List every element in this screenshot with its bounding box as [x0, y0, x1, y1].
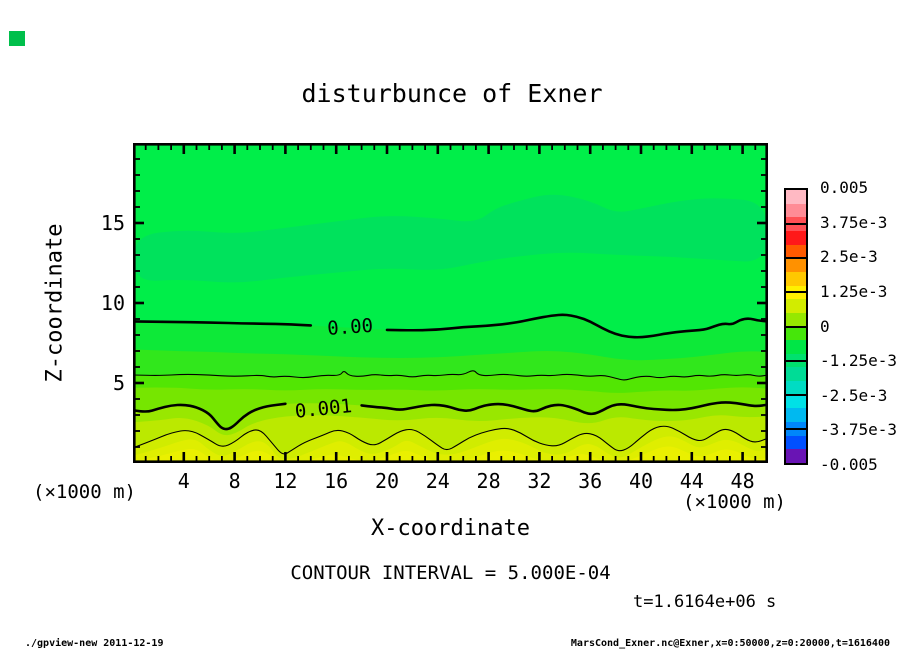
x-axis-title: X-coordinate — [371, 516, 530, 541]
colorbar-label: 0.005 — [820, 178, 869, 197]
colorbar-divider — [786, 427, 806, 430]
contour-line — [132, 425, 769, 455]
plot-border — [132, 142, 769, 463]
x-tick-label: 20 — [374, 469, 400, 493]
plot-title: disturbunce of Exner — [301, 79, 603, 108]
colorbar-label: -3.75e-3 — [820, 420, 898, 440]
contour-line — [132, 370, 769, 381]
colorbar-label: -1.25e-3 — [820, 351, 898, 371]
colorbar-label: -2.5e-3 — [820, 385, 888, 405]
y-axis-unit-label: (×1000 m) — [33, 481, 136, 503]
x-tick-label: 8 — [228, 469, 241, 493]
colorbar-label: -0.005 — [820, 455, 878, 474]
colorbar-band — [786, 312, 806, 327]
contour-line — [360, 401, 770, 416]
colorbar-label: 3.75e-3 — [820, 212, 888, 232]
x-axis-unit-label: (×1000 m) — [683, 491, 786, 513]
corner-color-marker — [9, 31, 25, 46]
contour-label: 0.00 — [327, 315, 374, 340]
x-tick-label: 24 — [425, 469, 450, 493]
footer-command-text: ./gpview-new 2011-12-19 — [25, 638, 164, 649]
plot-area: Z-coordinate 0.00 0.001 — [43, 142, 770, 463]
x-tick-label: 4 — [177, 469, 190, 493]
time-annotation: t=1.6164e+06 s — [633, 592, 777, 612]
colorbar-band — [786, 203, 806, 218]
y-tick-label: 5 — [112, 371, 125, 395]
colorbar-divider — [786, 325, 806, 328]
colorbar-band — [786, 435, 806, 450]
x-tick-label: 40 — [628, 469, 654, 493]
footer-source-text: MarsCond_Exner.nc@Exner,x=0:50000,z=0:20… — [570, 638, 890, 649]
colorbar — [784, 188, 808, 465]
colorbar-band — [786, 449, 806, 464]
colorbar-band — [786, 244, 806, 259]
contour-plot: 0.000.001 — [131, 142, 770, 463]
colorbar-band — [786, 190, 806, 205]
colorbar-band — [786, 230, 806, 246]
colorbar-label: 0 — [820, 316, 830, 336]
contour-line — [131, 402, 287, 431]
fill-band — [133, 426, 768, 463]
contour-line — [385, 313, 770, 339]
x-tick-label: 36 — [578, 469, 603, 493]
colorbar-band — [786, 381, 806, 396]
colorbar-band — [786, 408, 806, 423]
x-tick-label: 44 — [679, 469, 704, 493]
colorbar-label: 1.25e-3 — [820, 281, 888, 301]
colorbar-band — [786, 271, 806, 287]
colorbar-label: 2.5e-3 — [820, 247, 878, 267]
colorbar-divider — [786, 223, 806, 226]
y-axis-title: Z-coordinate — [42, 223, 68, 383]
colorbar-divider — [786, 257, 806, 260]
colorbar-band — [786, 340, 806, 355]
colorbar-divider — [786, 393, 806, 396]
colorbar-band — [786, 258, 806, 273]
x-tick-label: 16 — [324, 469, 349, 493]
colorbar-divider — [786, 291, 806, 294]
fill-band — [133, 436, 768, 463]
fill-blob — [133, 194, 768, 283]
contour-interval-text: CONTOUR INTERVAL = 5.000E-04 — [290, 562, 611, 584]
contour-line — [131, 320, 313, 327]
y-tick-label: 15 — [100, 211, 125, 235]
colorbar-divider — [786, 359, 806, 362]
colorbar-band — [786, 367, 806, 382]
x-tick-label: 32 — [527, 469, 552, 493]
colorbar-band — [786, 394, 806, 409]
x-tick-label: 28 — [476, 469, 501, 493]
x-tick-label: 48 — [730, 469, 755, 493]
colorbar-band — [786, 326, 806, 341]
colorbar-band — [786, 299, 806, 314]
y-tick-label: 10 — [100, 291, 125, 315]
x-tick-label: 12 — [273, 469, 298, 493]
